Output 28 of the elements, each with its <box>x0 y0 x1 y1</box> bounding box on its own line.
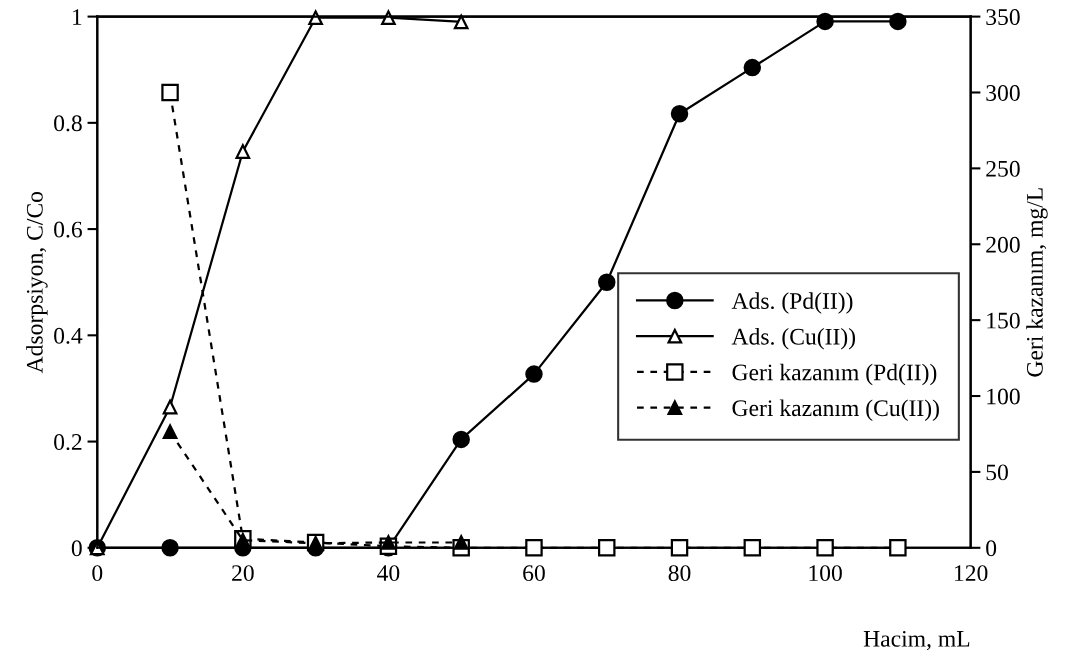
x-tick-label: 0 <box>92 565 103 582</box>
x-tick-label: 60 <box>523 565 545 582</box>
y2-tick-label: 150 <box>987 312 1020 329</box>
y-tick-label: 0.2 <box>54 434 82 451</box>
x-tick-label: 120 <box>955 565 988 582</box>
y2-tick-label: 300 <box>986 84 1020 101</box>
x-tick-label: 80 <box>668 565 691 582</box>
x-tick-label: 40 <box>377 565 400 582</box>
x-axis-title: Hacim, mL <box>863 630 970 651</box>
x-tick-label: 20 <box>232 565 254 582</box>
y2-tick-label: 0 <box>986 540 997 557</box>
x-tick-label: 100 <box>809 565 842 582</box>
y2-tick-label: 350 <box>986 9 1020 26</box>
legend-label: Ads. (Cu(II)) <box>731 328 856 350</box>
y2-tick-label: 50 <box>986 464 1008 481</box>
y2-axis-title: Geri kazanım, mg/L <box>1026 188 1048 377</box>
legend-label: Geri kazanım (Pd(II)) <box>732 363 937 386</box>
legend-label: Geri kazanım (Cu(II)) <box>732 399 939 421</box>
y2-tick-label: 250 <box>986 160 1020 177</box>
y-tick-label: 0.8 <box>54 115 82 132</box>
y-tick-label: 0.6 <box>54 221 82 238</box>
legend-label: Ads. (Pd(II)) <box>731 292 853 314</box>
y2-tick-label: 100 <box>987 388 1020 405</box>
y-tick-label: 0 <box>71 540 82 557</box>
y-tick-label: 1 <box>72 9 82 25</box>
y-axis-title: Adsorpsiyon, C/Co <box>26 191 48 374</box>
y-tick-label: 0.4 <box>54 327 83 344</box>
y2-tick-label: 200 <box>986 236 1020 253</box>
